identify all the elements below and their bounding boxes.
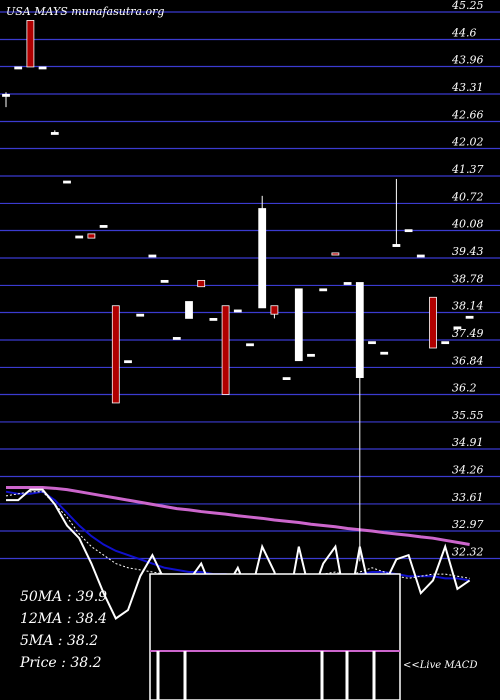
y-tick-label: 38.14 (452, 299, 484, 312)
y-tick-label: 45.25 (451, 0, 484, 12)
y-tick-label: 43.96 (451, 54, 484, 67)
candle-body (2, 94, 10, 97)
y-tick-label: 40.72 (451, 190, 484, 203)
candle-body (465, 315, 474, 319)
candle-body (38, 66, 47, 70)
chart-title: USA MAYS munafasutra.org (6, 5, 164, 18)
candle-body (270, 305, 279, 315)
y-tick-label: 37.49 (452, 327, 484, 340)
candle-body (14, 66, 23, 70)
y-tick-label: 32.32 (452, 545, 484, 558)
candle-body (343, 282, 352, 285)
y-tick-label: 40.08 (451, 218, 484, 231)
candle-body (429, 296, 437, 349)
legend: 50MA : 39.9 12MA : 38.4 5MA : 38.2 Price : … (19, 589, 107, 671)
candle-body (221, 305, 230, 395)
macd-panel: <<Live MACD (149, 573, 477, 700)
candle-body (148, 254, 157, 258)
candle-body (392, 244, 401, 247)
y-tick-label: 43.31 (451, 81, 484, 94)
candle-body (368, 341, 376, 345)
candle-body (160, 279, 169, 283)
candle-body (404, 229, 413, 233)
macd-label: <<Live MACD (403, 660, 477, 671)
candle-body (453, 326, 462, 330)
candle-body (26, 20, 35, 68)
candle-body (355, 282, 364, 378)
y-tick-label: 41.37 (451, 163, 484, 176)
candle-body (185, 301, 193, 319)
candle-body (233, 309, 242, 313)
legend-entry: Price : 38.2 (19, 655, 102, 671)
y-tick-label: 44.6 (451, 26, 477, 39)
candle-body (99, 225, 108, 228)
candle-body (172, 337, 181, 340)
candle-body (307, 353, 315, 357)
candle-body (380, 351, 389, 355)
candle-body (136, 313, 145, 317)
candle-body (50, 132, 59, 135)
y-tick-label: 38.78 (452, 272, 484, 285)
candle-body (294, 288, 303, 362)
y-tick-label: 32.97 (452, 518, 484, 531)
y-tick-label: 42.66 (451, 108, 484, 121)
legend-entry: 12MA : 38.4 (20, 611, 107, 627)
y-tick-label: 33.61 (452, 491, 484, 504)
candle-body (63, 180, 71, 184)
candle-body (124, 360, 132, 364)
y-tick-label: 35.55 (452, 409, 484, 422)
y-tick-label: 36.2 (452, 381, 477, 394)
y-tick-label: 34.91 (452, 436, 484, 449)
candle-body (282, 377, 291, 380)
price-line (6, 488, 471, 620)
ma50-line (6, 485, 470, 547)
price-axis: 45.25 44.6 43.96 43.31 42.66 42.02 41.37 40.72 4… (451, 0, 484, 558)
legend-entry: 50MA : 39.9 (20, 589, 107, 605)
candle-body (246, 343, 254, 347)
candle-body (258, 208, 267, 309)
candle-body (416, 254, 425, 258)
candle-body (331, 252, 340, 256)
legend-entry: 5MA : 38.2 (20, 633, 98, 649)
grid-lines (0, 11, 500, 560)
y-tick-label: 39.43 (452, 245, 484, 258)
candle-body (75, 235, 84, 239)
candle-body (319, 288, 328, 292)
candle-body (197, 279, 206, 288)
macd-frame (149, 573, 401, 700)
candle-body (209, 318, 218, 321)
candle-body (111, 305, 120, 404)
candle-body (441, 341, 450, 345)
candlestick-series (2, 20, 474, 562)
y-tick-label: 36.84 (452, 354, 484, 367)
candle-body (87, 233, 96, 239)
y-tick-label: 34.26 (452, 463, 484, 476)
y-tick-label: 42.02 (451, 136, 484, 149)
